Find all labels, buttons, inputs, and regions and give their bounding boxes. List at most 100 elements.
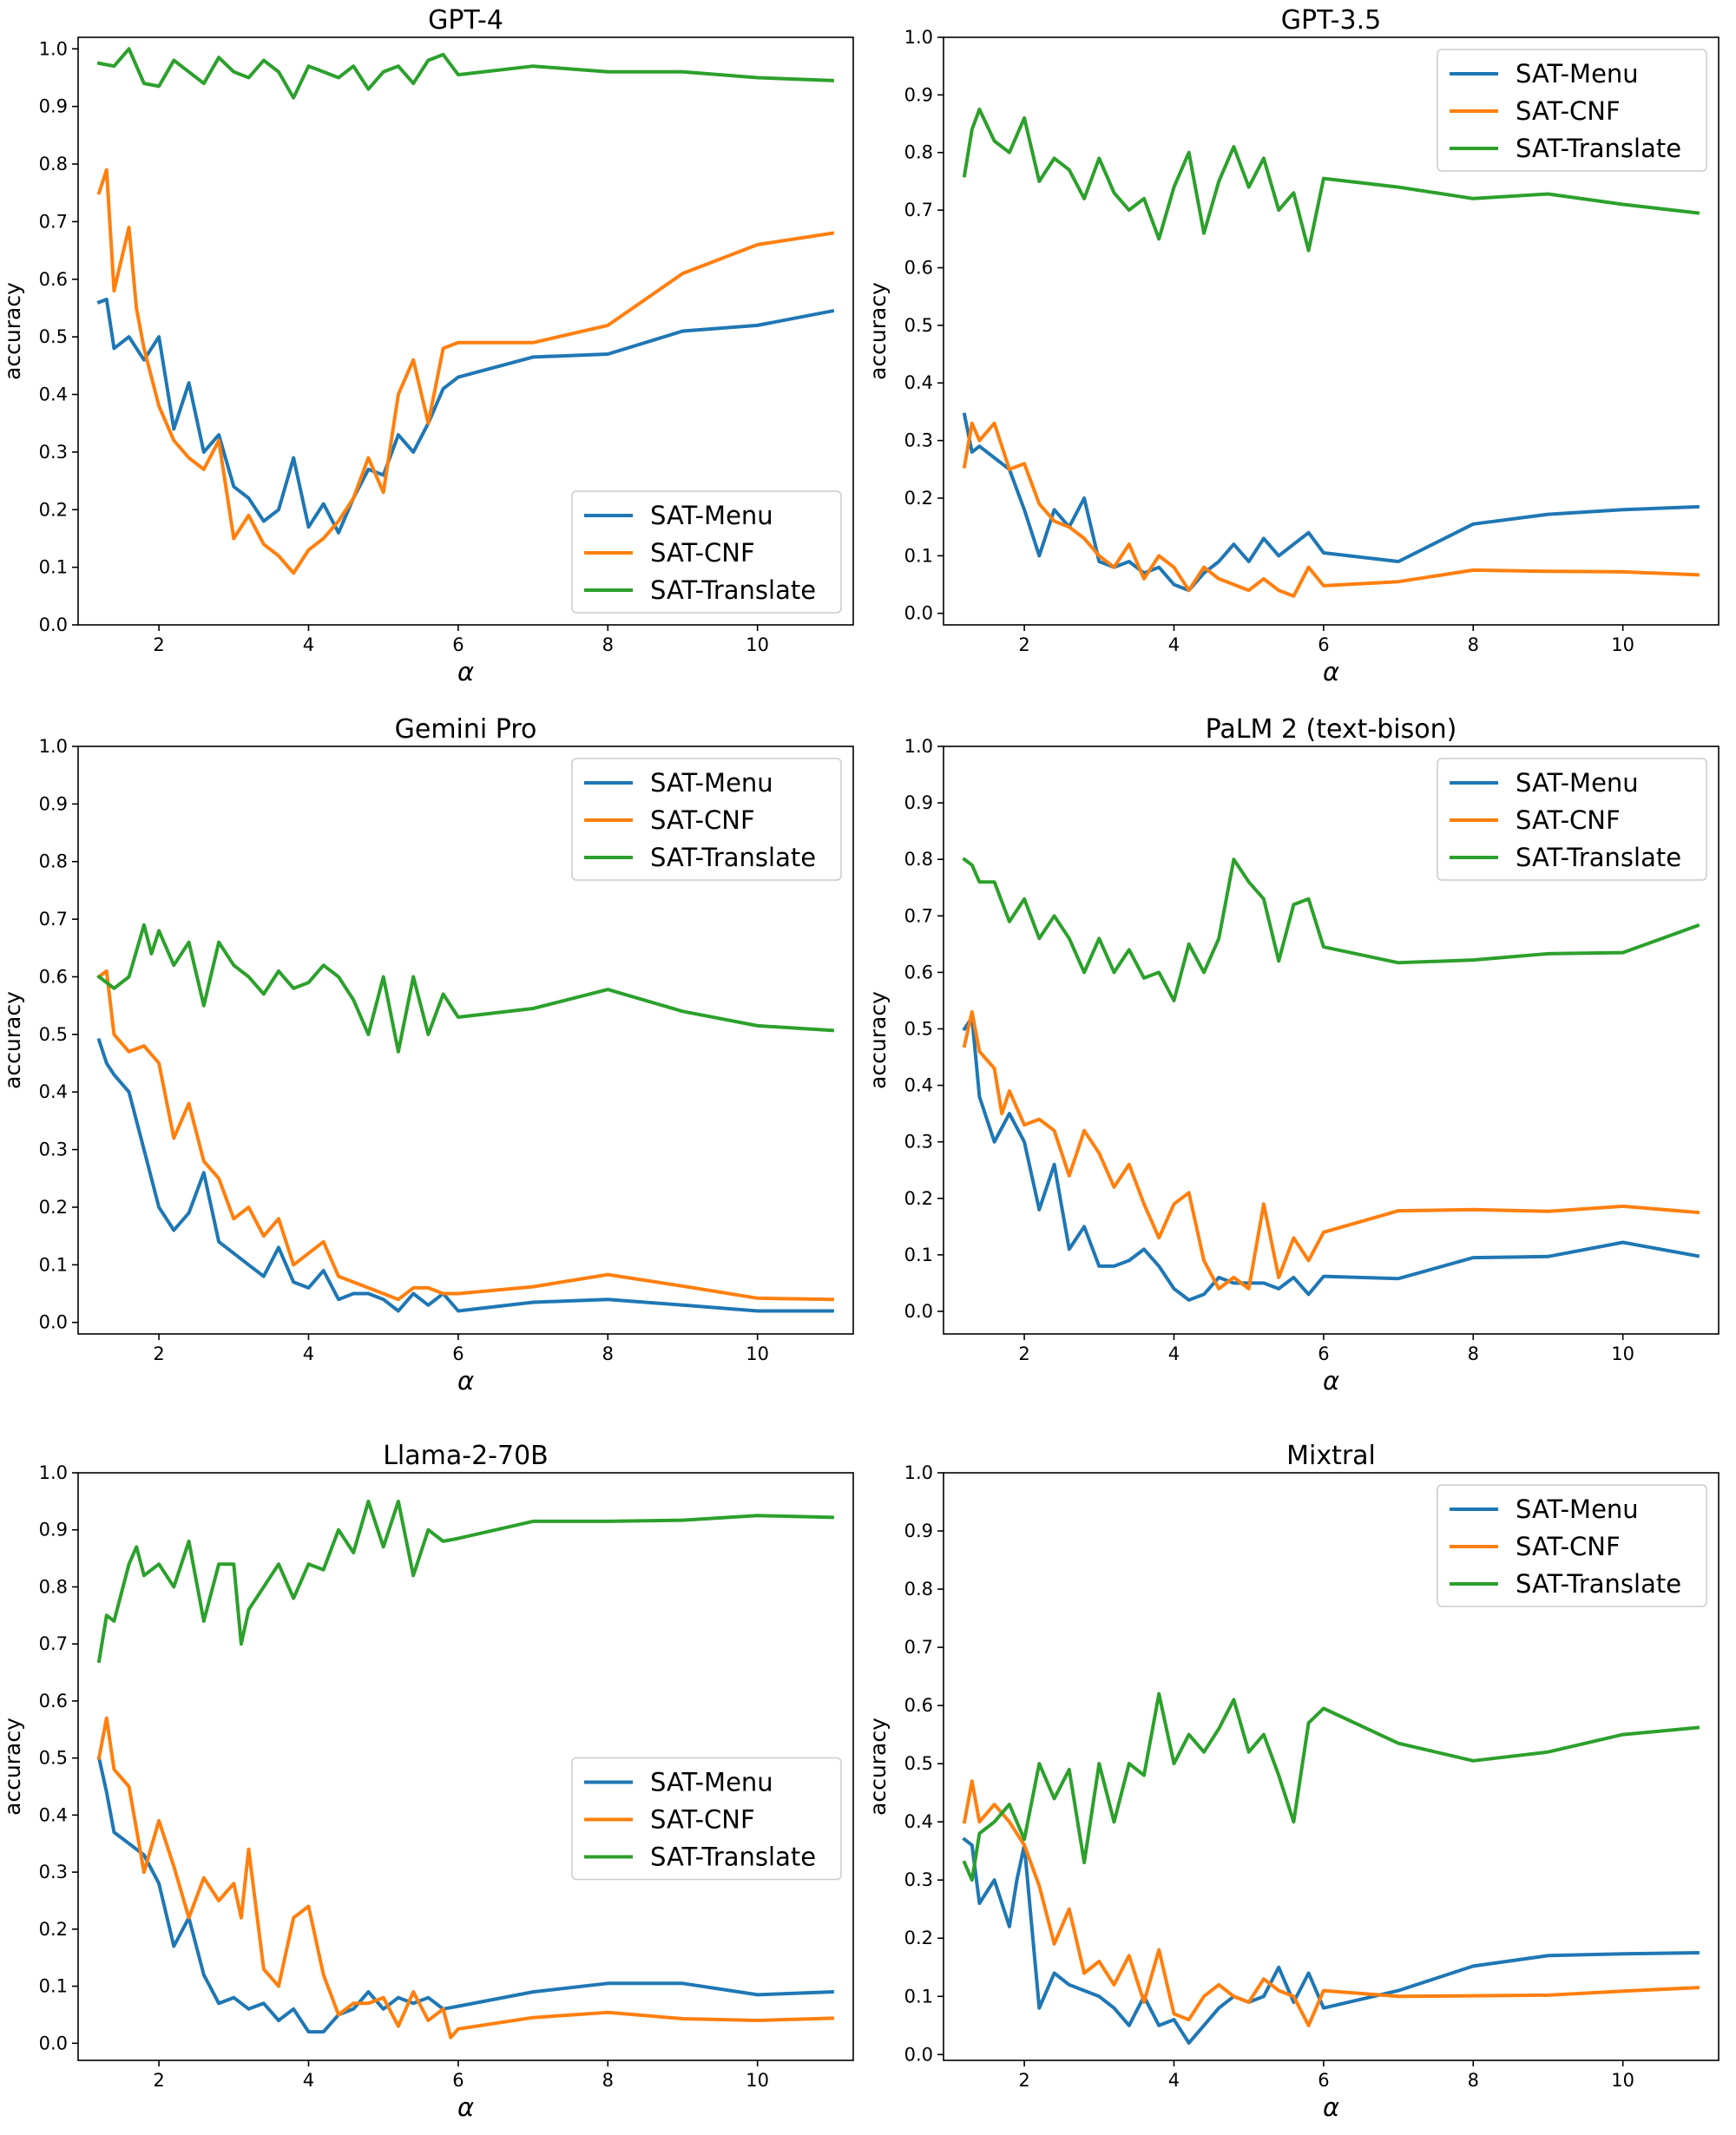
legend-box bbox=[571, 758, 842, 881]
y-tick-label: 0.1 bbox=[904, 545, 933, 566]
y-tick-label: 0.3 bbox=[39, 1862, 68, 1882]
x-tick-label: 4 bbox=[1168, 634, 1180, 655]
y-tick-label: 0.8 bbox=[39, 851, 68, 872]
x-axis-label: α bbox=[1323, 1366, 1339, 1396]
chart-title: Llama-2-70B bbox=[383, 1441, 549, 1471]
y-tick-label: 0.7 bbox=[39, 211, 68, 232]
x-tick-label: 6 bbox=[452, 634, 464, 655]
y-tick-label: 0.1 bbox=[39, 1976, 68, 1997]
x-axis-label: α bbox=[457, 1366, 474, 1396]
y-tick-label: 0.4 bbox=[39, 1081, 68, 1102]
chart-panel-1: 2 4 6 8 10 0.0 0.1 0.2 0.3 0.4 0.5 0.6 0.7 0.8 0.9 1.0 G… bbox=[0, 5, 854, 686]
legend-entry-sat-menu: SAT-Menu bbox=[650, 501, 773, 530]
y-tick-label: 0.8 bbox=[39, 1576, 68, 1597]
x-tick-label: 2 bbox=[153, 1343, 164, 1364]
y-axis-label: accuracy bbox=[0, 1718, 25, 1816]
axes-frame bbox=[77, 746, 854, 1335]
x-axis-label: α bbox=[457, 657, 474, 686]
y-tick-label: 0.0 bbox=[904, 603, 933, 624]
y-tick-label: 0.4 bbox=[904, 372, 933, 393]
y-tick-label: 0.1 bbox=[39, 1254, 68, 1275]
y-tick-label: 0.3 bbox=[39, 1140, 68, 1160]
legend-entry-sat-cnf: SAT-CNF bbox=[650, 1805, 755, 1835]
legend-box bbox=[1437, 758, 1707, 881]
y-tick-label: 0.5 bbox=[39, 1024, 68, 1045]
legend-box bbox=[1437, 49, 1707, 172]
y-tick-label: 0.5 bbox=[904, 1753, 933, 1774]
y-tick-label: 0.6 bbox=[39, 269, 68, 290]
x-tick-label: 4 bbox=[1168, 1343, 1180, 1364]
chart-panel-3: 2 4 6 8 10 0.0 0.1 0.2 0.3 0.4 0.5 0.6 0.7 0.8 0.9 1.0 G… bbox=[0, 714, 854, 1396]
y-tick-label: 0.7 bbox=[904, 200, 933, 220]
x-tick-label: 4 bbox=[303, 634, 314, 655]
y-tick-label: 0.2 bbox=[904, 1928, 933, 1948]
y-tick-label: 0.9 bbox=[39, 1520, 68, 1540]
series-line-sat-cnf bbox=[96, 969, 834, 1302]
y-tick-label: 0.9 bbox=[904, 792, 933, 813]
chart-title: GPT-3.5 bbox=[1281, 5, 1381, 36]
y-tick-label: 0.4 bbox=[39, 384, 68, 405]
series-line-sat-menu bbox=[96, 1037, 834, 1313]
x-tick-label: 8 bbox=[1468, 634, 1479, 655]
axes-frame bbox=[77, 1472, 854, 2061]
y-tick-label: 0.5 bbox=[39, 1748, 68, 1769]
series-line-sat-translate bbox=[962, 1692, 1700, 1882]
y-tick-label: 0.6 bbox=[904, 257, 933, 278]
x-tick-label: 10 bbox=[1611, 1343, 1634, 1364]
series-line-sat-cnf bbox=[962, 421, 1700, 598]
y-tick-label: 0.7 bbox=[39, 909, 68, 930]
x-tick-label: 10 bbox=[746, 2070, 769, 2091]
legend-box bbox=[571, 490, 842, 614]
y-tick-label: 0.8 bbox=[904, 1579, 933, 1600]
y-tick-label: 1.0 bbox=[39, 38, 68, 59]
x-tick-label: 2 bbox=[153, 634, 164, 655]
series-line-sat-menu bbox=[96, 1756, 834, 2034]
y-tick-label: 1.0 bbox=[904, 1462, 933, 1483]
series-line-sat-cnf bbox=[962, 1010, 1700, 1291]
series-line-sat-translate bbox=[962, 857, 1700, 1002]
y-axis-label: accuracy bbox=[865, 991, 891, 1089]
axes-frame bbox=[943, 1472, 1720, 2061]
y-tick-label: 0.0 bbox=[39, 1312, 68, 1333]
x-axis-label: α bbox=[457, 2092, 474, 2122]
chart-title: Gemini Pro bbox=[395, 714, 537, 745]
y-tick-label: 0.7 bbox=[904, 905, 933, 926]
legend: SAT-Menu SAT-CNF SAT-Translate bbox=[571, 758, 842, 881]
x-tick-label: 6 bbox=[1318, 634, 1329, 655]
y-tick-label: 0.2 bbox=[39, 1919, 68, 1940]
legend: SAT-Menu SAT-CNF SAT-Translate bbox=[571, 490, 842, 614]
y-tick-label: 0.0 bbox=[39, 2033, 68, 2053]
series-line-sat-translate bbox=[96, 923, 835, 1054]
y-tick-label: 0.0 bbox=[39, 614, 68, 635]
axes-frame bbox=[77, 36, 854, 626]
y-tick-label: 0.5 bbox=[904, 315, 933, 336]
y-tick-label: 1.0 bbox=[39, 1462, 68, 1483]
y-tick-label: 0.2 bbox=[39, 1197, 68, 1218]
y-axis-label: accuracy bbox=[865, 1718, 891, 1816]
y-tick-label: 0.5 bbox=[904, 1018, 933, 1039]
x-tick-label: 10 bbox=[1611, 2070, 1634, 2091]
series-line-sat-translate bbox=[96, 1499, 834, 1664]
y-tick-label: 0.6 bbox=[904, 1695, 933, 1716]
x-tick-label: 6 bbox=[452, 1343, 464, 1364]
legend-entry-sat-menu: SAT-Menu bbox=[1516, 59, 1639, 89]
series-line-sat-translate bbox=[96, 47, 834, 100]
series-line-sat-menu bbox=[962, 412, 1700, 593]
legend: SAT-Menu SAT-CNF SAT-Translate bbox=[1437, 758, 1707, 881]
chart-panel-6: 2 4 6 8 10 0.0 0.1 0.2 0.3 0.4 0.5 0.6 0.7 0.8 0.9 1.0 M… bbox=[865, 1441, 1720, 2122]
y-tick-label: 0.8 bbox=[904, 849, 933, 870]
chart-panel-5: 2 4 6 8 10 0.0 0.1 0.2 0.3 0.4 0.5 0.6 0.7 0.8 0.9 1.0 L… bbox=[0, 1441, 854, 2122]
series-line-sat-translate bbox=[962, 108, 1700, 253]
legend-entry-sat-menu: SAT-Menu bbox=[650, 1768, 773, 1797]
legend-entry-sat-cnf: SAT-CNF bbox=[650, 805, 755, 835]
legend-entry-sat-menu: SAT-Menu bbox=[650, 768, 773, 798]
legend-box bbox=[571, 1757, 842, 1881]
y-tick-label: 0.3 bbox=[904, 1132, 933, 1153]
y-tick-label: 0.7 bbox=[904, 1637, 933, 1658]
x-tick-label: 4 bbox=[303, 1343, 314, 1364]
x-tick-label: 10 bbox=[746, 1343, 769, 1364]
legend-entry-sat-translate: SAT-Translate bbox=[650, 575, 816, 605]
legend-box bbox=[1437, 1484, 1707, 1607]
legend-entry-sat-cnf: SAT-CNF bbox=[1516, 96, 1621, 126]
